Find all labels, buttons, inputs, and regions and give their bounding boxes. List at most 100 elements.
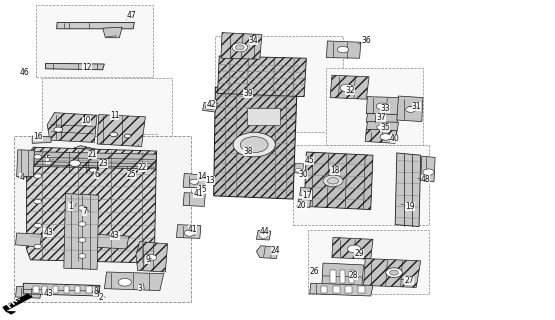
Circle shape — [34, 244, 42, 249]
Text: 27: 27 — [404, 276, 413, 285]
Polygon shape — [3, 294, 32, 311]
Text: 33: 33 — [380, 104, 390, 113]
Polygon shape — [32, 136, 51, 143]
Circle shape — [386, 268, 402, 277]
Text: 41: 41 — [188, 225, 197, 234]
Polygon shape — [34, 152, 157, 169]
Bar — [215, 36, 343, 132]
Text: 17: 17 — [302, 191, 312, 200]
Circle shape — [233, 132, 275, 157]
Text: 25: 25 — [127, 170, 136, 179]
Text: 15: 15 — [197, 185, 206, 194]
Text: 48: 48 — [421, 175, 430, 184]
Circle shape — [347, 245, 361, 253]
Polygon shape — [397, 96, 423, 122]
Circle shape — [110, 132, 118, 137]
Text: 2: 2 — [99, 293, 104, 302]
Text: 16: 16 — [33, 132, 43, 141]
Polygon shape — [57, 22, 134, 29]
Polygon shape — [218, 56, 306, 97]
Text: 43: 43 — [110, 231, 120, 240]
Text: 4: 4 — [19, 173, 24, 182]
Polygon shape — [330, 75, 369, 99]
Circle shape — [78, 222, 86, 226]
Text: FR.: FR. — [4, 292, 22, 310]
Polygon shape — [256, 246, 279, 259]
Text: 41: 41 — [193, 189, 203, 198]
Circle shape — [78, 254, 86, 258]
Text: 21: 21 — [88, 150, 97, 159]
Text: 43: 43 — [43, 289, 53, 298]
Text: 26: 26 — [310, 267, 319, 276]
Polygon shape — [322, 263, 364, 287]
Bar — [53, 286, 58, 293]
Polygon shape — [332, 237, 373, 259]
Polygon shape — [297, 199, 311, 207]
Text: 31: 31 — [412, 102, 421, 111]
Circle shape — [34, 223, 42, 228]
Text: 34: 34 — [249, 36, 259, 45]
Circle shape — [390, 270, 398, 275]
Circle shape — [190, 179, 199, 184]
Polygon shape — [294, 163, 304, 173]
Polygon shape — [256, 230, 271, 240]
Text: 40: 40 — [390, 134, 400, 143]
Text: 43: 43 — [43, 228, 53, 237]
Circle shape — [124, 134, 131, 138]
Bar — [42, 286, 47, 293]
Text: 44: 44 — [260, 227, 270, 236]
Bar — [326, 68, 423, 145]
Polygon shape — [366, 122, 398, 133]
Polygon shape — [27, 147, 157, 263]
Circle shape — [240, 137, 268, 153]
Text: 3: 3 — [138, 284, 143, 293]
Polygon shape — [310, 283, 373, 296]
Polygon shape — [221, 33, 262, 59]
Circle shape — [235, 45, 244, 50]
Polygon shape — [183, 193, 205, 206]
Text: 36: 36 — [362, 36, 372, 45]
Circle shape — [340, 84, 354, 92]
Polygon shape — [421, 156, 435, 182]
Bar — [36, 5, 153, 77]
Polygon shape — [64, 194, 99, 269]
Circle shape — [89, 168, 97, 172]
Bar — [308, 230, 429, 294]
Text: 7: 7 — [82, 207, 87, 216]
Circle shape — [380, 134, 391, 140]
Polygon shape — [82, 161, 110, 175]
Polygon shape — [88, 285, 100, 293]
Polygon shape — [93, 234, 129, 249]
Circle shape — [34, 199, 42, 204]
Circle shape — [184, 230, 195, 236]
Text: 46: 46 — [19, 68, 29, 76]
Circle shape — [54, 127, 63, 132]
Circle shape — [205, 105, 214, 110]
Polygon shape — [203, 102, 218, 112]
Text: 45: 45 — [304, 156, 314, 165]
Text: 22: 22 — [138, 163, 147, 172]
Polygon shape — [364, 259, 421, 287]
Polygon shape — [119, 165, 145, 173]
Circle shape — [34, 155, 42, 159]
Bar — [358, 286, 365, 293]
Text: 42: 42 — [206, 100, 216, 109]
Circle shape — [34, 174, 42, 178]
Circle shape — [260, 234, 268, 238]
Circle shape — [118, 278, 132, 286]
Text: 13: 13 — [205, 176, 215, 185]
Text: 28: 28 — [349, 271, 358, 280]
Text: 6: 6 — [94, 170, 99, 179]
Text: 29: 29 — [354, 249, 364, 258]
Polygon shape — [214, 87, 297, 199]
Text: 5: 5 — [46, 155, 51, 164]
Circle shape — [323, 175, 343, 187]
Bar — [333, 286, 340, 293]
Circle shape — [423, 169, 434, 175]
Circle shape — [232, 43, 248, 52]
Polygon shape — [300, 187, 311, 196]
Text: 32: 32 — [345, 86, 355, 95]
Bar — [75, 286, 80, 293]
Polygon shape — [366, 114, 398, 123]
Bar — [321, 286, 327, 293]
